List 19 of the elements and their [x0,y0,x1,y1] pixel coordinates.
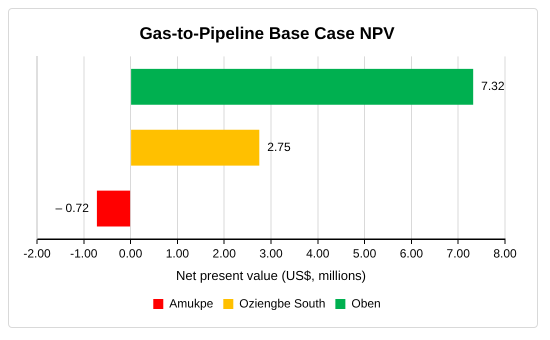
x-tick-label: 7.00 [446,246,470,261]
x-tick-label: -1.00 [70,246,98,261]
x-tick-label: 1.00 [166,246,190,261]
x-tick-label: 4.00 [306,246,330,261]
x-tick-label: 6.00 [400,246,424,261]
x-axis-title: Net present value (US$, millions) [176,268,366,283]
x-tick-label: 0.00 [118,246,143,261]
chart-title: Gas-to-Pipeline Base Case NPV [139,24,396,43]
x-tick-label: 5.00 [352,246,377,261]
x-tick-label: -2.00 [23,246,51,261]
legend-label: Amukpe [169,296,214,310]
data-label: 2.75 [267,140,291,154]
x-tick-label: 2.00 [212,246,236,261]
x-tick-label: 8.00 [493,246,517,261]
legend-label: Oben [351,296,381,310]
x-tick-label: 3.00 [259,246,283,261]
data-label: – 0.72 [56,200,90,215]
legend-label: Oziengbe South [239,296,326,310]
data-label: 7.32 [481,79,505,94]
